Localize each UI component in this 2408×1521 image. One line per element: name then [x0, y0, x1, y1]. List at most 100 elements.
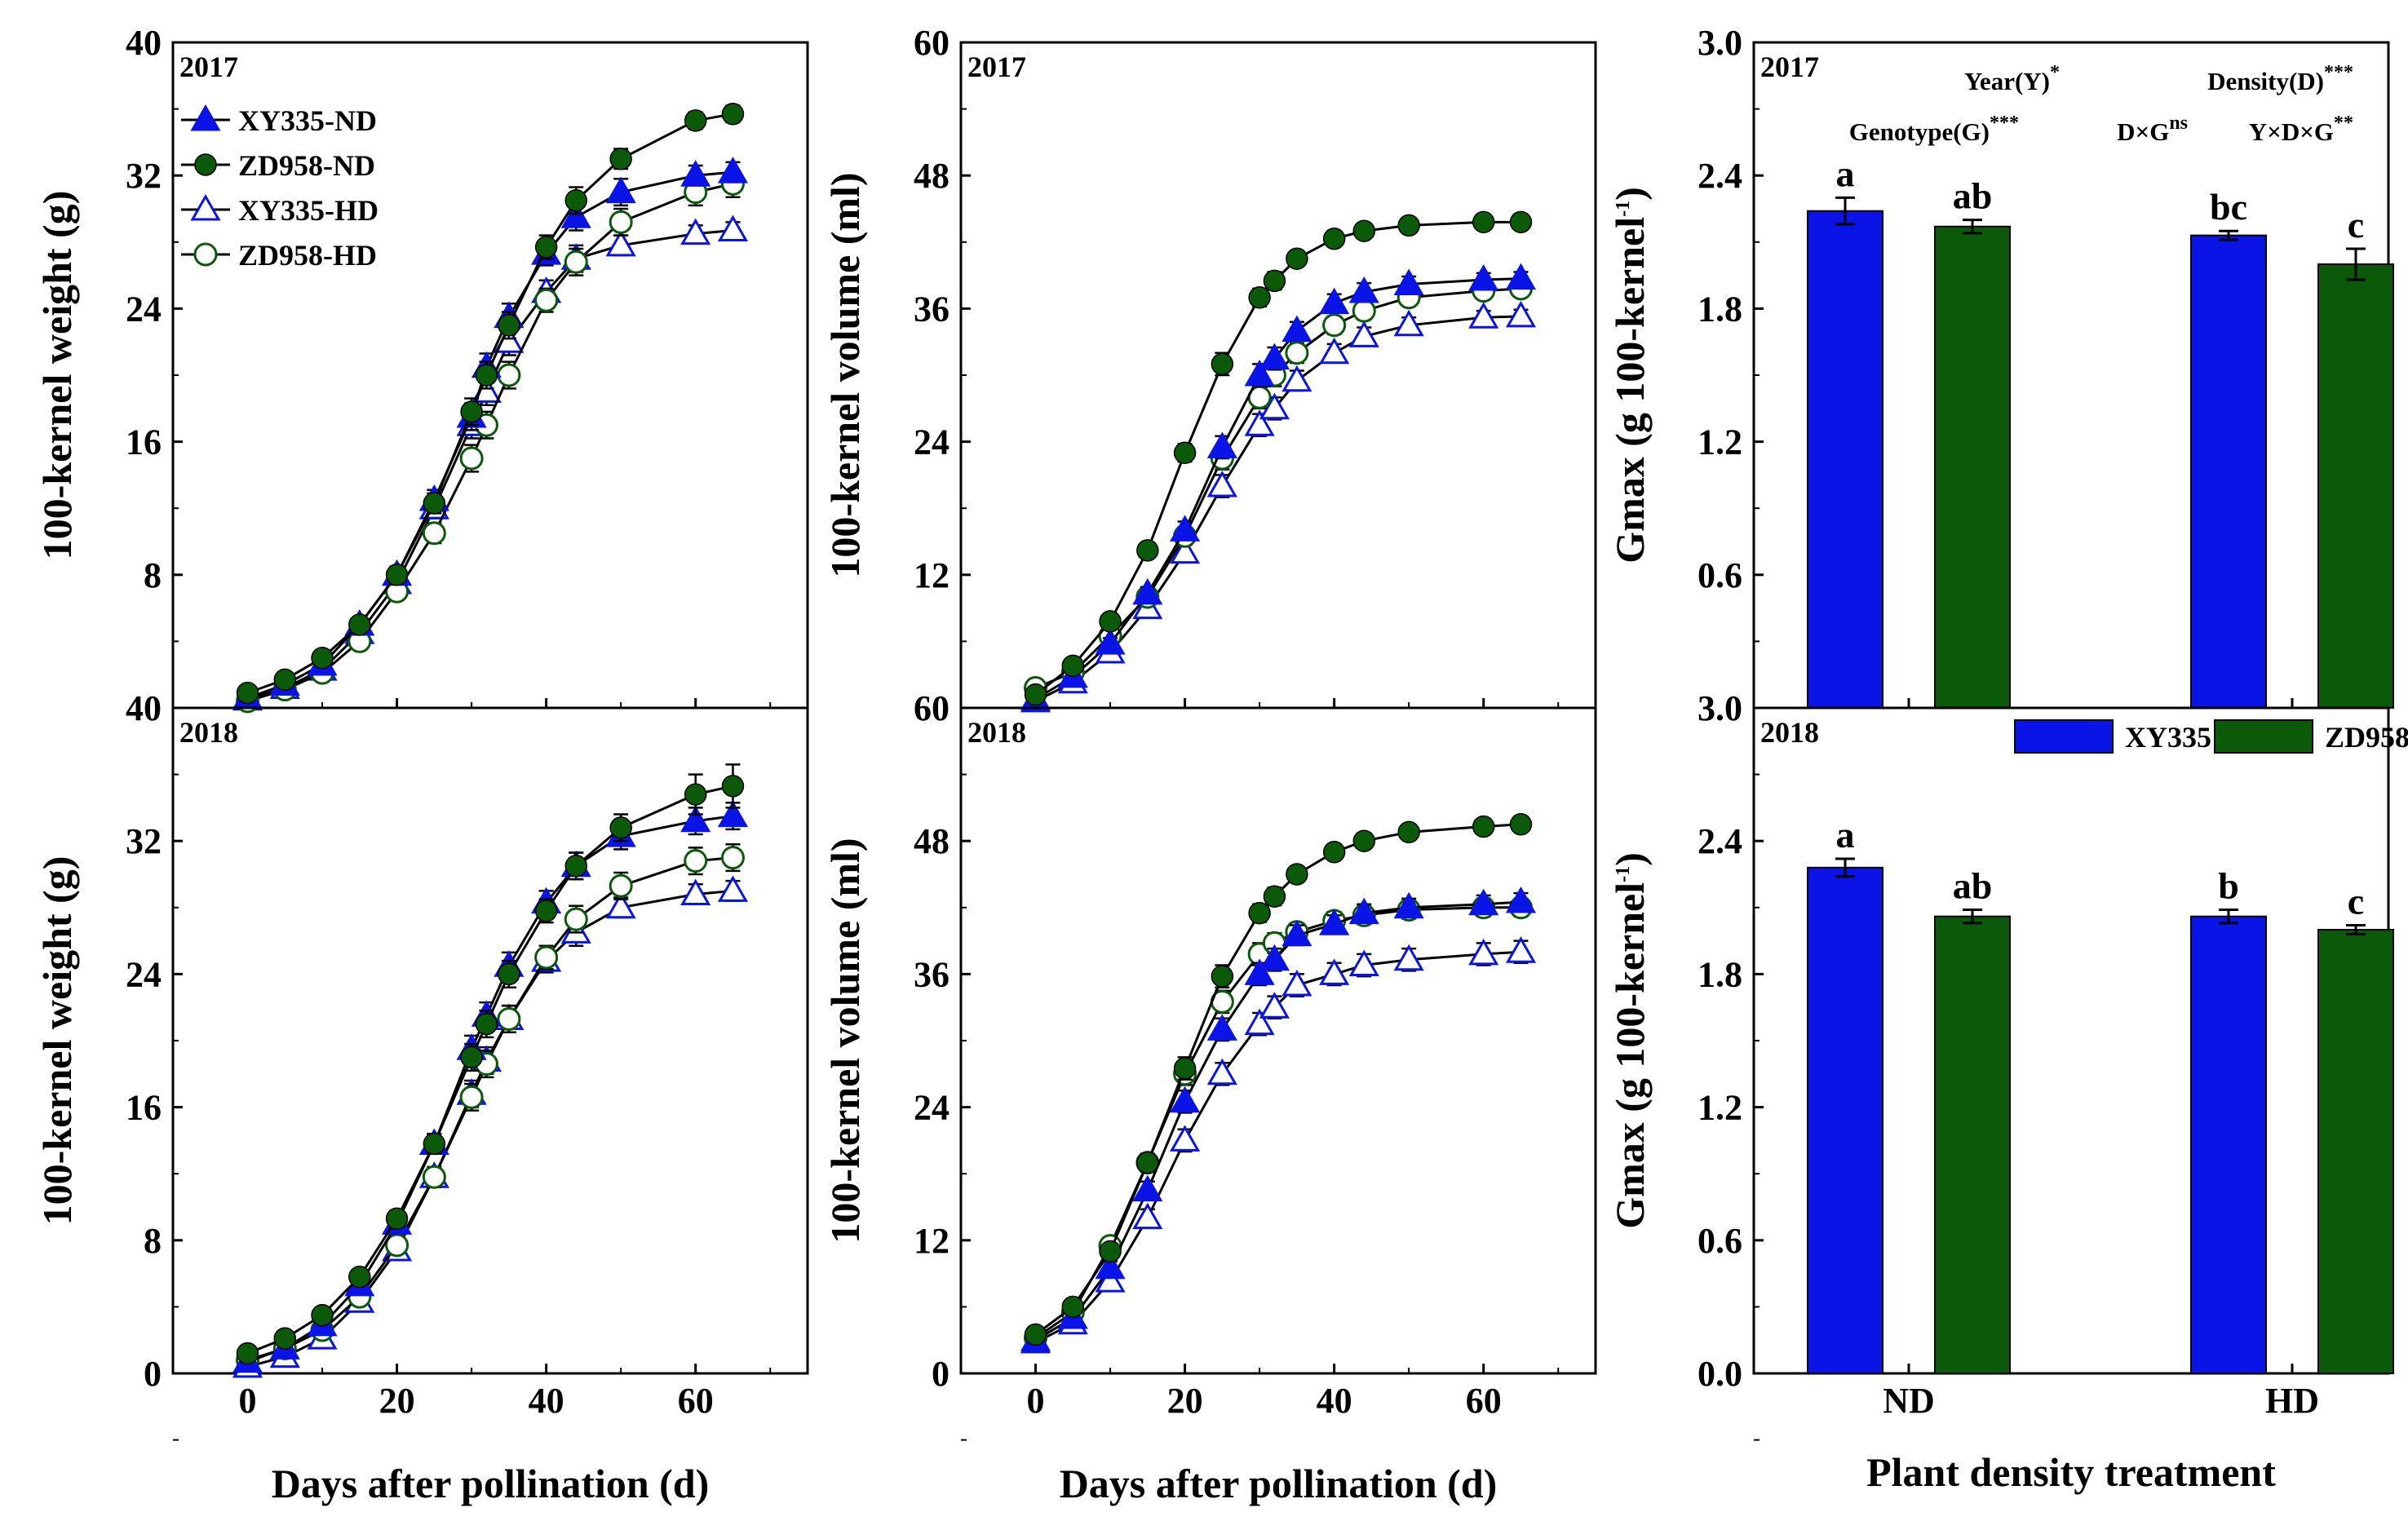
data-point — [1211, 352, 1234, 376]
data-point — [1397, 820, 1420, 844]
y-tick-label: 1.8 — [1698, 954, 1742, 994]
significance-letter: ab — [1953, 865, 1993, 907]
series-ZD958-ND — [236, 102, 745, 705]
data-point — [1248, 901, 1271, 925]
stat-term: D×Gns — [2117, 113, 2188, 146]
y-tick-label: 0.0 — [1698, 1354, 1742, 1394]
y-tick-label: 3.0 — [1698, 688, 1742, 728]
y-tick-label: 3.0 — [1698, 23, 1742, 63]
legend-label: XY335-HD — [238, 194, 378, 227]
y-tick-label: 1.2 — [1698, 422, 1742, 462]
data-point — [1132, 1202, 1163, 1230]
legend: XY335-ND ZD958-ND XY335-HD ZD958-HD — [181, 104, 378, 272]
data-point — [1136, 539, 1159, 562]
data-point — [1206, 1058, 1237, 1085]
data-point — [1468, 938, 1499, 966]
data-point — [1263, 269, 1286, 293]
series-ZD958-HD — [1024, 276, 1533, 701]
y-tick-label: 36 — [914, 289, 949, 329]
data-point — [1322, 841, 1346, 864]
y-tick-label: 48 — [914, 821, 949, 861]
data-point — [1173, 1057, 1197, 1080]
significance-letter: a — [1836, 153, 1855, 194]
legend-marker — [194, 153, 217, 176]
data-point — [1095, 628, 1126, 655]
panel-year-label: 2018 — [179, 716, 238, 749]
x-tick-label: 0 — [1027, 1381, 1045, 1421]
data-point — [1322, 227, 1346, 250]
data-point — [1132, 1174, 1163, 1202]
data-point — [717, 800, 749, 828]
series-ZD958-ND — [1024, 813, 1533, 1346]
data-point — [1211, 965, 1234, 988]
data-point — [717, 157, 749, 183]
panel-volume2017: 12 24 36 48 60 2017 100-kernel volume (ml) — [822, 23, 1597, 713]
data-point — [1505, 936, 1537, 963]
data-point — [348, 613, 371, 636]
data-point — [1170, 515, 1201, 542]
data-point — [1468, 264, 1499, 291]
y-axis-label-close: ) — [1607, 187, 1653, 201]
data-point — [1244, 958, 1275, 985]
stat-significance: *** — [2324, 62, 2353, 83]
data-point — [1393, 891, 1424, 919]
data-point — [1352, 829, 1376, 852]
data-point — [534, 288, 559, 312]
data-point — [1393, 944, 1424, 971]
stat-term: Year(Y)* — [1964, 62, 2060, 95]
data-point — [560, 201, 591, 228]
data-point — [1281, 969, 1312, 997]
series-XY335-HD — [1020, 936, 1537, 1354]
data-point — [609, 873, 633, 898]
data-point — [385, 1207, 409, 1231]
data-point — [680, 218, 711, 245]
stat-term: Y×D×G** — [2249, 113, 2353, 146]
data-point — [1206, 431, 1237, 458]
x-tick-label: 20 — [1167, 1381, 1203, 1421]
data-point — [1348, 897, 1379, 925]
data-point — [684, 783, 707, 806]
data-point — [1061, 654, 1085, 678]
series-line — [247, 815, 733, 1364]
data-point — [605, 891, 636, 919]
legend-label: XY335-ND — [238, 104, 377, 137]
data-point — [1281, 315, 1312, 343]
y-tick-label: 60 — [914, 688, 949, 728]
data-point — [1468, 888, 1499, 916]
series-line — [247, 856, 733, 1362]
panel-weight2018: 0 8 16 24 32 40 0 20 40 60 2018 100-kernel weight (… — [34, 688, 809, 1506]
y-tick-label: 48 — [914, 156, 949, 196]
data-point — [422, 521, 446, 546]
data-point — [1170, 537, 1201, 564]
series-XY335-ND — [1020, 886, 1537, 1351]
y-tick-label: 2.4 — [1698, 156, 1742, 196]
bar-legend: XY335 ZD958 — [2014, 719, 2408, 754]
data-point — [1099, 1240, 1122, 1263]
data-point — [605, 229, 636, 257]
stat-label: Genotype(G) — [1849, 117, 1990, 146]
x-axis-label: Days after pollination (d) — [272, 1461, 710, 1506]
data-point — [564, 855, 588, 878]
data-point — [1505, 300, 1537, 328]
series-line — [247, 229, 733, 701]
x-tick-label: 60 — [678, 1381, 714, 1421]
data-point — [1509, 210, 1533, 234]
data-point — [475, 364, 498, 387]
data-point — [1259, 343, 1290, 370]
y-tick-label: 16 — [126, 422, 162, 462]
legend-marker — [190, 193, 221, 221]
y-tick-label: 40 — [126, 23, 162, 63]
data-point — [422, 1165, 446, 1189]
series-ZD958-ND — [236, 763, 745, 1365]
x-tick-label: HD — [2265, 1381, 2319, 1421]
data-point — [1248, 286, 1271, 309]
data-point — [609, 210, 633, 234]
x-tick-label: 40 — [529, 1381, 564, 1421]
significance-letter: c — [2348, 204, 2364, 245]
data-point — [1132, 577, 1163, 605]
data-point — [1244, 359, 1275, 387]
y-tick-label: 36 — [914, 954, 949, 994]
y-tick-label: 32 — [126, 156, 162, 196]
data-point — [1352, 219, 1376, 242]
